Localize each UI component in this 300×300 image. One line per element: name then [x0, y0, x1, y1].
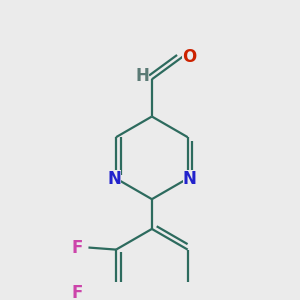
Text: F: F	[71, 284, 83, 300]
Text: H: H	[136, 68, 149, 85]
Text: N: N	[107, 169, 121, 188]
Text: F: F	[71, 238, 83, 256]
Text: N: N	[183, 169, 196, 188]
Text: O: O	[182, 48, 197, 66]
